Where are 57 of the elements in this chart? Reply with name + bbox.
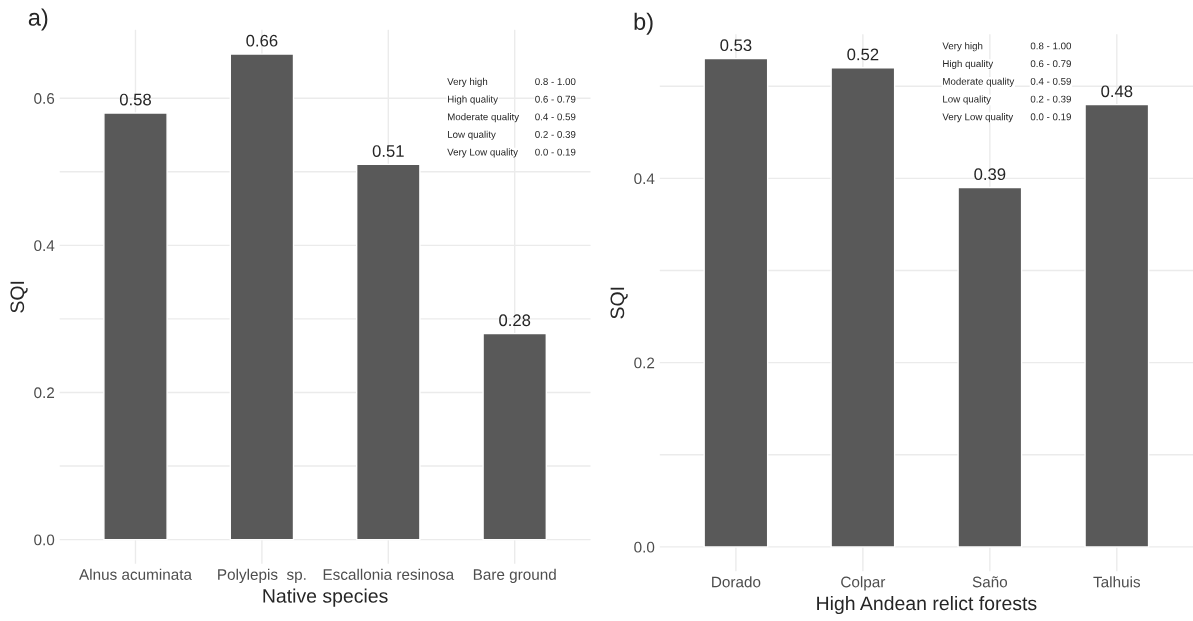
annotation: 0.8 - 1.00 xyxy=(1030,42,1072,50)
data-label: 0.66 xyxy=(246,34,278,47)
bar xyxy=(229,53,295,541)
y-tick-label: 0.0 xyxy=(34,534,55,546)
bar xyxy=(830,67,896,548)
annotation: 0.0 - 0.19 xyxy=(535,148,576,156)
annotation: Very high xyxy=(447,77,488,87)
x-tick-label: Bare ground xyxy=(473,568,556,583)
bar xyxy=(957,186,1023,548)
annotation: 0.4 - 0.59 xyxy=(1030,77,1071,85)
annotation: Moderate quality xyxy=(447,113,520,123)
bar xyxy=(1084,103,1150,548)
annotation: High quality xyxy=(943,59,994,69)
data-label: 0.58 xyxy=(119,93,151,106)
annotation: 0.8 - 1.00 xyxy=(535,78,576,86)
annotation: 0.6 - 0.79 xyxy=(1030,60,1071,68)
y-tick-label: 0.6 xyxy=(34,93,55,104)
data-label: 0.52 xyxy=(847,48,879,61)
x-tick-label: Alnus acuminata xyxy=(79,568,192,580)
y-axis-title: SQI xyxy=(10,281,28,313)
x-tick-label: Escallonia resinosa xyxy=(323,568,455,580)
annotation: 0.0 - 0.19 xyxy=(1030,113,1071,121)
annotation: High quality xyxy=(447,95,498,105)
x-axis-title: Native species xyxy=(263,588,388,607)
annotation: 0.6 - 0.79 xyxy=(535,95,576,103)
annotation: Very high xyxy=(942,42,983,52)
x-tick-label: Dorado xyxy=(712,576,761,588)
chart-title: b) xyxy=(634,12,653,35)
annotation: Low quality xyxy=(447,130,496,140)
chart-title: a) xyxy=(28,8,48,31)
x-tick-label: Polylepis sp. xyxy=(218,568,306,583)
x-tick-label: Talhuis xyxy=(1093,576,1141,588)
data-label: 0.39 xyxy=(974,168,1006,181)
annotation: Low quality xyxy=(943,95,991,105)
annotation: Very Low quality xyxy=(447,148,518,158)
bar xyxy=(103,112,168,541)
y-tick-label: 0.0 xyxy=(634,541,655,553)
data-label: 0.51 xyxy=(372,145,404,157)
annotation: 0.2 - 0.39 xyxy=(1030,95,1071,103)
annotation: Very Low quality xyxy=(942,113,1014,123)
x-tick-label: Saño xyxy=(972,576,1008,588)
data-label: 0.28 xyxy=(499,314,531,327)
y-axis-title: SQI xyxy=(610,287,628,319)
data-label: 0.48 xyxy=(1101,85,1133,98)
bar xyxy=(355,163,421,541)
bar xyxy=(482,332,547,541)
y-tick-label: 0.2 xyxy=(634,357,655,369)
annotation: 0.2 - 0.39 xyxy=(535,131,576,138)
y-tick-label: 0.4 xyxy=(634,173,655,185)
x-axis-title: High Andean relict forests xyxy=(817,595,1037,615)
y-tick-label: 0.2 xyxy=(34,387,55,399)
data-label: 0.53 xyxy=(720,39,752,52)
annotation: Moderate quality xyxy=(943,77,1015,87)
y-tick-label: 0.4 xyxy=(34,240,55,252)
bar xyxy=(703,57,769,548)
x-tick-label: Colpar xyxy=(841,576,886,591)
annotation: 0.4 - 0.59 xyxy=(535,113,576,121)
